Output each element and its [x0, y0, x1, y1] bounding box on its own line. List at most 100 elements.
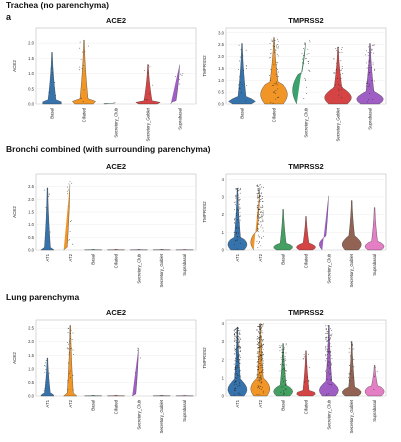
jitter-point [236, 327, 238, 329]
jitter-point [257, 215, 258, 217]
jitter-point [260, 359, 262, 361]
jitter-point [235, 368, 237, 370]
jitter-point [270, 79, 272, 81]
jitter-point [282, 363, 284, 365]
jitter-point [284, 367, 286, 369]
jitter-point [237, 198, 239, 200]
jitter-point [342, 86, 343, 88]
jitter-point [70, 377, 72, 379]
y-axis-label: TMPRSS2 [202, 55, 207, 77]
jitter-point [238, 338, 240, 340]
jitter-point [79, 66, 81, 68]
jitter-point [240, 350, 241, 352]
jitter-point [285, 360, 287, 362]
y-tick-label: 0.5 [28, 235, 34, 240]
jitter-point [272, 102, 274, 104]
y-tick-label: 3.0 [218, 30, 224, 35]
jitter-point [259, 388, 261, 390]
jitter-point [235, 329, 236, 330]
jitter-point [329, 350, 331, 352]
jitter-point [239, 187, 241, 189]
jitter-point [262, 324, 264, 326]
jitter-point [330, 383, 332, 385]
jitter-point [263, 339, 264, 341]
violin-suprabasal [175, 395, 194, 397]
jitter-point [246, 85, 248, 86]
y-tick-label: 4 [222, 177, 225, 182]
jitter-point [279, 364, 281, 365]
jitter-point [329, 337, 331, 339]
violin-at1 [40, 357, 55, 397]
jitter-point [79, 41, 81, 43]
jitter-point [262, 200, 264, 202]
jitter-point [235, 336, 237, 338]
jitter-point [371, 67, 372, 68]
jitter-point [276, 84, 278, 86]
jitter-point [339, 52, 341, 54]
y-tick-label: 4 [222, 321, 225, 326]
chart-title: TMPRSS2 [288, 16, 323, 25]
jitter-point [257, 338, 259, 340]
jitter-point [236, 337, 238, 339]
jitter-point [260, 199, 261, 201]
jitter-point [259, 372, 261, 373]
jitter-point [261, 358, 263, 360]
jitter-point [302, 58, 303, 60]
y-tick-label: 3 [222, 339, 225, 344]
jitter-point [261, 347, 263, 349]
jitter-point [284, 347, 286, 349]
jitter-point [236, 367, 238, 369]
jitter-point [279, 370, 281, 372]
violin-secretory-goblet [342, 341, 362, 397]
jitter-point [69, 370, 71, 372]
jitter-point [260, 356, 262, 358]
jitter-point [234, 349, 236, 351]
jitter-point [260, 364, 261, 366]
jitter-point [330, 364, 332, 366]
jitter-point [235, 349, 237, 351]
violin-secretory-goblet [152, 395, 171, 397]
jitter-point [239, 243, 241, 244]
jitter-point [52, 72, 54, 74]
jitter-point [308, 63, 309, 64]
jitter-point [68, 352, 70, 354]
jitter-point [279, 347, 281, 348]
jitter-point [257, 366, 259, 368]
jitter-point [338, 90, 340, 92]
jitter-point [137, 347, 139, 349]
jitter-point [258, 349, 260, 351]
jitter-point [285, 364, 287, 366]
jitter-point [261, 341, 263, 343]
jitter-point [283, 351, 285, 353]
jitter-point [348, 365, 350, 366]
jitter-point [239, 207, 241, 209]
jitter-point [260, 345, 262, 347]
jitter-point [268, 57, 270, 59]
jitter-point [240, 92, 242, 94]
violin-basal [84, 249, 102, 251]
jitter-point [113, 102, 115, 104]
jitter-point [350, 373, 352, 375]
jitter-point [257, 213, 259, 215]
jitter-point [258, 351, 260, 353]
jitter-point [258, 368, 260, 370]
jitter-point [236, 349, 238, 351]
jitter-point [238, 84, 240, 86]
jitter-point [325, 349, 327, 351]
jitter-point [242, 55, 244, 57]
jitter-point [260, 193, 262, 195]
plot-frame [35, 27, 197, 105]
jitter-point [260, 340, 262, 341]
jitter-point [333, 58, 335, 60]
violin-secretory-club [130, 249, 148, 251]
violin-basal [273, 209, 293, 251]
jitter-point [238, 333, 240, 335]
jitter-point [233, 363, 235, 365]
jitter-point [337, 83, 339, 85]
jitter-point [260, 327, 262, 329]
jitter-point [327, 346, 329, 348]
jitter-point [257, 374, 259, 375]
jitter-point [256, 361, 258, 362]
jitter-point [256, 240, 258, 242]
jitter-point [275, 73, 277, 75]
